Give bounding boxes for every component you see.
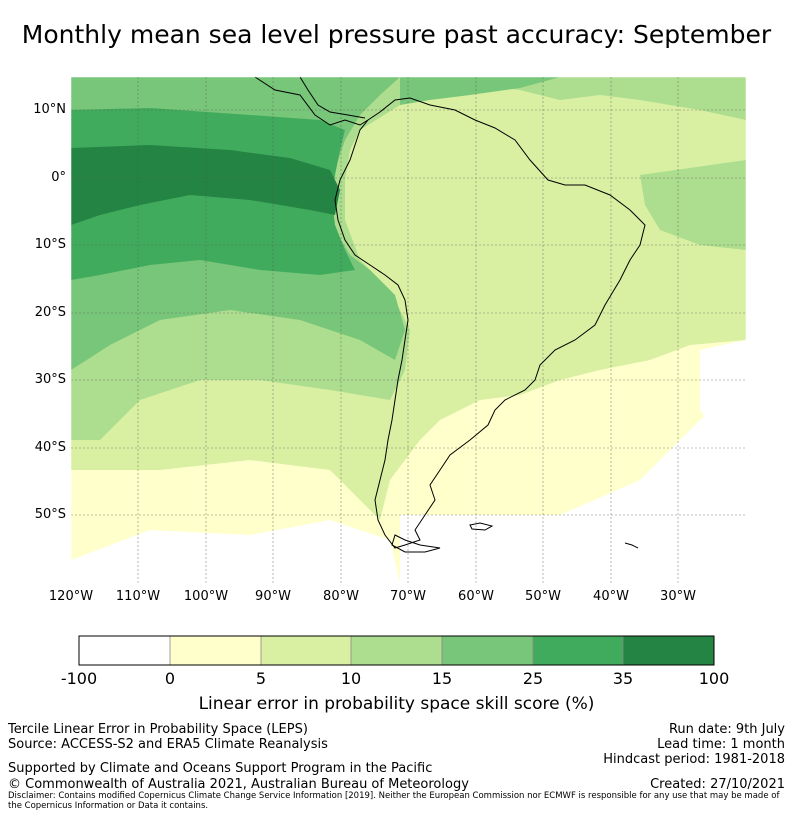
colorbar-tick-label: 10 (340, 669, 362, 688)
lon-label-80w: 80°W (323, 589, 359, 604)
lon-label-100w: 100°W (183, 589, 229, 604)
footer-copyright: © Commonwealth of Australia 2021, Austra… (8, 777, 469, 792)
falklands (469, 522, 494, 531)
south-georgia (624, 542, 639, 549)
colorbar-title: Linear error in probability space skill … (198, 694, 595, 714)
lon-label-120w: 120°W (48, 589, 94, 604)
skill-field (71, 77, 746, 583)
field-10-15-atlantic (640, 160, 746, 250)
lat-label-20s: 20°S (34, 305, 66, 320)
lon-label-110w: 110°W (115, 589, 161, 604)
coastlines (254, 76, 646, 553)
colorbar-tick-label: 15 (431, 669, 453, 688)
lat-label-30s: 30°S (34, 372, 66, 387)
lon-label-40w: 40°W (593, 589, 629, 604)
lat-label-10n: 10°N (33, 102, 66, 117)
central-america-caribbean (299, 76, 366, 119)
chart-title: Monthly mean sea level pressure past acc… (21, 20, 772, 49)
lon-label-30w: 30°W (660, 589, 696, 604)
colorbar-swatch-3 (261, 636, 351, 665)
colorbar-swatch-6 (533, 636, 623, 665)
field-15-25-north (400, 77, 560, 105)
central-america-coast (254, 76, 369, 126)
lat-label-50s: 50°S (34, 507, 66, 522)
south-america-coast (334, 97, 646, 549)
colorbar-swatch-7 (623, 636, 714, 665)
lon-label-60w: 60°W (458, 589, 494, 604)
hindcast-period: Hindcast period: 1981-2018 (603, 752, 785, 767)
colorbar-tick-label: 5 (255, 669, 267, 688)
run-date: Run date: 9th July (668, 722, 785, 737)
map-frame (70, 76, 747, 584)
footer-source: Source: ACCESS-S2 and ERA5 Climate Reana… (8, 737, 328, 752)
colorbar-tick-label: 35 (612, 669, 634, 688)
lon-label-50w: 50°W (525, 589, 561, 604)
disclaimer: Disclaimer: Contains modified Copernicus… (8, 791, 780, 811)
colorbar-tick-label: 25 (522, 669, 544, 688)
lead-time: Lead time: 1 month (657, 737, 785, 752)
footer-support: Supported by Climate and Oceans Support … (8, 761, 433, 776)
gridlines (71, 77, 746, 583)
colorbar (78, 635, 715, 666)
colorbar-tick-label: 100 (698, 669, 730, 688)
lon-label-70w: 70°W (390, 589, 426, 604)
footer-method: Tercile Linear Error in Probability Spac… (8, 722, 308, 737)
colorbar-swatch-2 (170, 636, 261, 665)
colorbar-swatch-4 (351, 636, 442, 665)
tierra-del-fuego (391, 534, 441, 553)
colorbar-tick-label: -100 (60, 669, 98, 688)
lat-label-0: 0° (51, 170, 66, 185)
colorbar-swatch-1 (79, 636, 170, 665)
field-white-southeast (400, 380, 746, 583)
colorbar-outline (78, 635, 715, 666)
lat-label-10s: 10°S (34, 237, 66, 252)
lon-label-90w: 90°W (255, 589, 291, 604)
created-date: Created: 27/10/2021 (650, 777, 785, 792)
field-white-east (700, 340, 746, 440)
colorbar-swatch-5 (442, 636, 533, 665)
colorbar-tick-label: 0 (164, 669, 176, 688)
field-white-southwest (71, 520, 400, 583)
lat-label-40s: 40°S (34, 440, 66, 455)
